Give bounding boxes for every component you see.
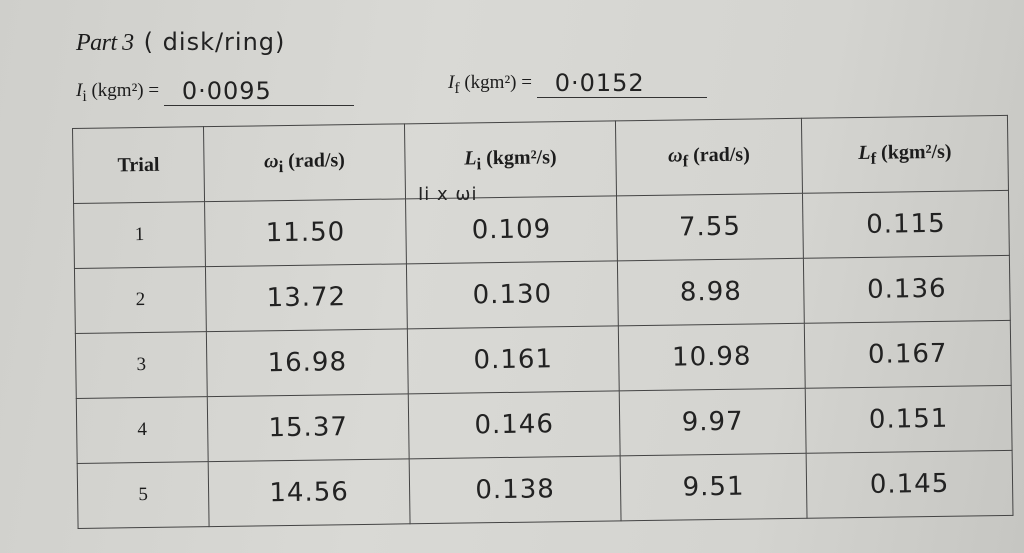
initial-inertia-field: Ii (kgm²) = 0·0095 (76, 76, 354, 106)
symbol: I (76, 80, 83, 101)
symbol: ω (667, 143, 683, 167)
cell-l-f: 0.151 (805, 385, 1013, 454)
header-omega-i: ωi (rad/s) (203, 123, 406, 202)
unit: (kgm²/s) (481, 145, 557, 169)
unit: (kgm²/s) (875, 140, 952, 164)
cell-l-i: 0.109 (405, 195, 618, 264)
cell-trial: 4 (76, 396, 209, 464)
cell-omega-i: 11.50 (204, 198, 407, 267)
cell-l-i: 0.138 (409, 455, 622, 524)
part-label: Part 3 (76, 30, 134, 56)
handwritten-subtitle: ( disk/ring) (143, 28, 286, 56)
data-table: Trial ωi (rad/s) Li (kgm²/s) ωf (rad/s) … (72, 115, 1014, 529)
handwritten-formula-note: Ii x ωi (418, 184, 478, 205)
cell-omega-f: 7.55 (616, 193, 804, 261)
cell-l-i: 0.130 (406, 260, 619, 329)
table-row: 5 14.56 0.138 9.51 0.145 (77, 450, 1014, 529)
cell-omega-i: 16.98 (206, 328, 409, 397)
cell-l-f: 0.136 (803, 255, 1011, 324)
subscript: f (454, 79, 460, 97)
final-inertia-value: 0·0152 (554, 68, 645, 97)
subscript: i (82, 87, 87, 105)
cell-l-i: 0.161 (407, 325, 620, 394)
symbol: ω (263, 149, 279, 172)
initial-inertia-value: 0·0095 (181, 76, 272, 105)
cell-omega-f: 8.98 (617, 258, 805, 326)
header-trial: Trial (72, 126, 205, 204)
header-l-f: Lf (kgm²/s) (801, 115, 1009, 194)
header-omega-f: ωf (rad/s) (615, 118, 803, 196)
cell-omega-i: 14.56 (208, 458, 411, 527)
cell-l-f: 0.145 (806, 450, 1014, 519)
part-title: Part 3 ( disk/ring) (76, 28, 285, 57)
cell-omega-f: 10.98 (618, 323, 806, 391)
cell-l-f: 0.115 (802, 190, 1010, 259)
unit: (kgm²) = (459, 72, 532, 93)
symbol: L (858, 141, 871, 164)
cell-omega-i: 15.37 (207, 393, 410, 462)
header-row: Trial ωi (rad/s) Li (kgm²/s) ωf (rad/s) … (72, 115, 1009, 204)
symbol: I (448, 72, 455, 93)
cell-omega-f: 9.97 (619, 388, 807, 456)
cell-trial: 3 (75, 331, 208, 399)
cell-omega-f: 9.51 (620, 453, 808, 521)
cell-trial: 2 (74, 266, 207, 334)
final-inertia-field: If (kgm²) = 0·0152 (448, 68, 707, 98)
cell-omega-i: 13.72 (205, 263, 408, 332)
cell-trial: 1 (73, 201, 206, 269)
cell-l-i: 0.146 (408, 390, 621, 459)
unit: (rad/s) (283, 148, 346, 172)
header-text: Trial (117, 153, 160, 176)
unit: (kgm²) = (86, 80, 160, 101)
unit: (rad/s) (687, 143, 750, 166)
cell-l-f: 0.167 (804, 320, 1012, 389)
cell-trial: 5 (77, 461, 210, 529)
symbol: L (464, 146, 477, 170)
